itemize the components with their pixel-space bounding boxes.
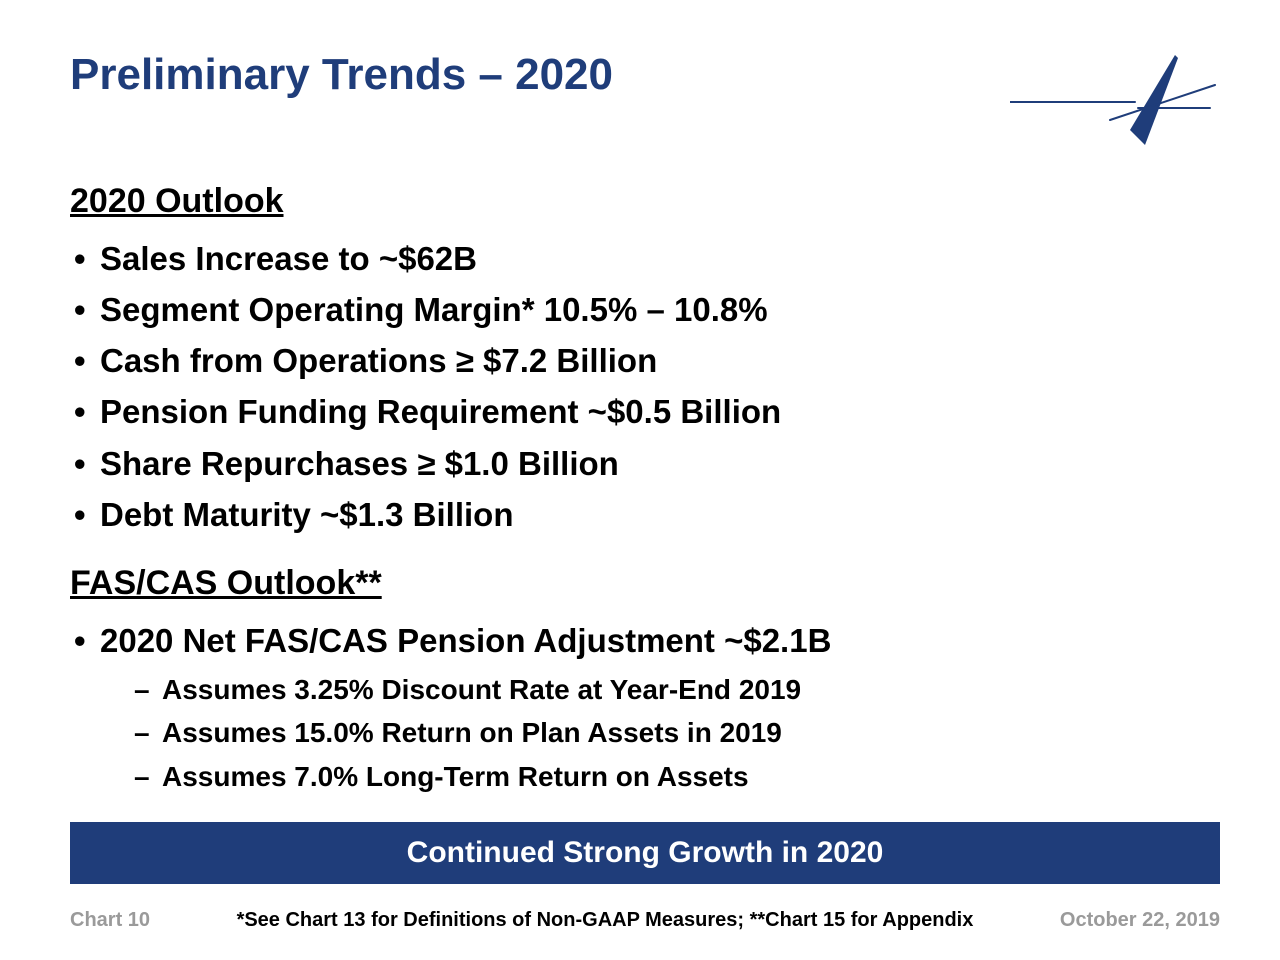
growth-banner: Continued Strong Growth in 2020	[70, 822, 1220, 884]
bullet-item: Pension Funding Requirement ~$0.5 Billio…	[70, 386, 1220, 437]
bullet-item: Share Repurchases ≥ $1.0 Billion	[70, 438, 1220, 489]
slide-title: Preliminary Trends – 2020	[70, 50, 613, 100]
sub-bullet-item: Assumes 15.0% Return on Plan Assets in 2…	[100, 711, 1220, 754]
footnote-text: *See Chart 13 for Definitions of Non-GAA…	[150, 909, 1060, 932]
bullet-item: Debt Maturity ~$1.3 Billion	[70, 489, 1220, 540]
bullet-item: Cash from Operations ≥ $7.2 Billion	[70, 335, 1220, 386]
slide-date: October 22, 2019	[1060, 909, 1220, 932]
company-star-logo-icon	[1010, 50, 1220, 150]
bullet-item: 2020 Net FAS/CAS Pension Adjustment ~$2.…	[70, 615, 1220, 798]
sub-bullet-list: Assumes 3.25% Discount Rate at Year-End …	[100, 668, 1220, 798]
sub-bullet-item: Assumes 7.0% Long-Term Return on Assets	[100, 755, 1220, 798]
bullet-text: 2020 Net FAS/CAS Pension Adjustment ~$2.…	[100, 622, 831, 659]
section-heading: FAS/CAS Outlook**	[70, 564, 1220, 603]
chart-number: Chart 10	[70, 909, 150, 932]
section-outlook-2020: 2020 Outlook Sales Increase to ~$62B Seg…	[70, 182, 1220, 540]
slide-footer: Chart 10 *See Chart 13 for Definitions o…	[0, 909, 1280, 932]
bullet-item: Sales Increase to ~$62B	[70, 233, 1220, 284]
sub-bullet-item: Assumes 3.25% Discount Rate at Year-End …	[100, 668, 1220, 711]
bullet-list: Sales Increase to ~$62B Segment Operatin…	[70, 233, 1220, 540]
section-heading: 2020 Outlook	[70, 182, 1220, 221]
bullet-list: 2020 Net FAS/CAS Pension Adjustment ~$2.…	[70, 615, 1220, 798]
header-row: Preliminary Trends – 2020	[70, 50, 1220, 150]
slide: Preliminary Trends – 2020 2020 Outlook S…	[0, 0, 1280, 960]
bullet-item: Segment Operating Margin* 10.5% – 10.8%	[70, 284, 1220, 335]
section-fas-cas: FAS/CAS Outlook** 2020 Net FAS/CAS Pensi…	[70, 564, 1220, 798]
